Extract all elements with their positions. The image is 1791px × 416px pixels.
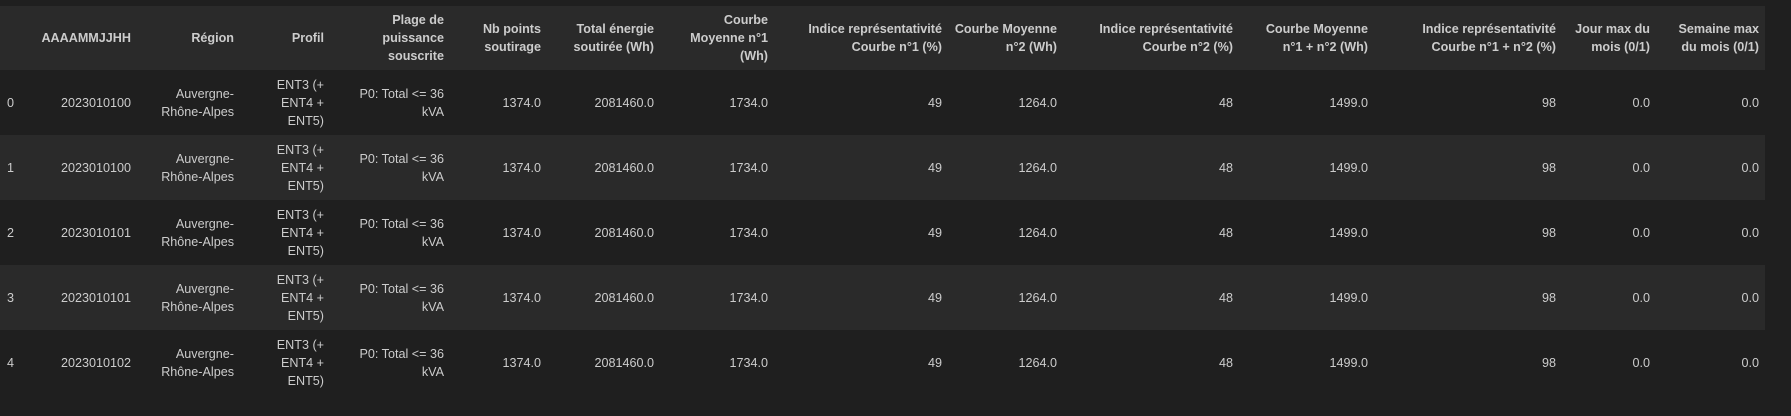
table-cell: 1499.0 bbox=[1329, 355, 1368, 370]
table-cell: 2023010100 bbox=[60, 95, 131, 110]
table-cell: 1374.0 bbox=[502, 95, 541, 110]
table-cell: 1499.0 bbox=[1329, 290, 1368, 305]
table-cell: ENT3 (+ ENT4 + ENT5) bbox=[276, 142, 324, 193]
row-index: 2 bbox=[7, 225, 15, 240]
table-cell: 1264.0 bbox=[1018, 290, 1057, 305]
table-cell: 1374.0 bbox=[502, 160, 541, 175]
dataframe-table: AAAAMMJJHH Région Profil Plage de puissa… bbox=[0, 6, 1765, 395]
column-header-semaine-max: Semaine max du mois (0/1) bbox=[1678, 22, 1759, 54]
table-cell: Auvergne-Rhône-Alpes bbox=[161, 281, 234, 314]
table-cell: ENT3 (+ ENT4 + ENT5) bbox=[276, 272, 324, 323]
table-cell: P0: Total <= 36 kVA bbox=[359, 281, 445, 314]
header-row: AAAAMMJJHH Région Profil Plage de puissa… bbox=[0, 6, 1765, 70]
table-cell: 48 bbox=[1218, 95, 1233, 110]
index-header bbox=[0, 6, 24, 70]
table-cell: 1734.0 bbox=[729, 160, 768, 175]
table-cell: 48 bbox=[1218, 290, 1233, 305]
table-cell: Auvergne-Rhône-Alpes bbox=[161, 151, 234, 184]
table-cell: 1734.0 bbox=[729, 355, 768, 370]
table-cell: 1734.0 bbox=[729, 290, 768, 305]
table-cell: 1734.0 bbox=[729, 95, 768, 110]
column-header-region: Région bbox=[191, 31, 234, 45]
column-header-nb-points: Nb points soutirage bbox=[482, 22, 541, 54]
table-cell: 2081460.0 bbox=[594, 355, 654, 370]
table-cell: 49 bbox=[927, 95, 942, 110]
table-cell: 0.0 bbox=[1741, 290, 1759, 305]
table-cell: 1499.0 bbox=[1329, 225, 1368, 240]
column-header-indice-1: Indice représentativité Courbe n°1 (%) bbox=[808, 22, 942, 54]
table-cell: ENT3 (+ ENT4 + ENT5) bbox=[276, 337, 324, 388]
column-header-plage-puissance: Plage de puissance souscrite bbox=[382, 13, 444, 63]
table-cell: ENT3 (+ ENT4 + ENT5) bbox=[276, 207, 324, 258]
table-cell: 48 bbox=[1218, 225, 1233, 240]
table-body: 0 2023010100 Auvergne-Rhône-Alpes ENT3 (+ E… bbox=[0, 70, 1765, 395]
table-cell: 48 bbox=[1218, 160, 1233, 175]
table-cell: 49 bbox=[927, 290, 942, 305]
column-header-aaaammjjhh: AAAAMMJJHH bbox=[41, 31, 131, 45]
table-row: 1 2023010100 Auvergne-Rhône-Alpes ENT3 (+ E… bbox=[0, 135, 1765, 200]
table-cell: 2081460.0 bbox=[594, 290, 654, 305]
column-header-jour-max: Jour max du mois (0/1) bbox=[1575, 22, 1650, 54]
table-row: 0 2023010100 Auvergne-Rhône-Alpes ENT3 (+ E… bbox=[0, 70, 1765, 135]
table-cell: 0.0 bbox=[1632, 225, 1650, 240]
table-cell: P0: Total <= 36 kVA bbox=[359, 151, 445, 184]
table-cell: 1264.0 bbox=[1018, 160, 1057, 175]
column-header-profil: Profil bbox=[291, 31, 324, 45]
table-row: 2 2023010101 Auvergne-Rhône-Alpes ENT3 (+ E… bbox=[0, 200, 1765, 265]
table-cell: 1499.0 bbox=[1329, 160, 1368, 175]
table-cell: 1734.0 bbox=[729, 225, 768, 240]
row-index: 0 bbox=[7, 95, 15, 110]
table-cell: 2023010101 bbox=[60, 290, 131, 305]
table-cell: 2023010101 bbox=[60, 225, 131, 240]
table-cell: Auvergne-Rhône-Alpes bbox=[161, 346, 234, 379]
row-index: 1 bbox=[7, 160, 15, 175]
table-cell: 1374.0 bbox=[502, 290, 541, 305]
table-cell: 49 bbox=[927, 355, 942, 370]
table-cell: P0: Total <= 36 kVA bbox=[359, 216, 445, 249]
table-cell: 1264.0 bbox=[1018, 95, 1057, 110]
table-cell: 98 bbox=[1541, 355, 1556, 370]
column-header-indice-2: Indice représentativité Courbe n°2 (%) bbox=[1099, 22, 1233, 54]
table-cell: 0.0 bbox=[1741, 160, 1759, 175]
table-cell: 0.0 bbox=[1741, 355, 1759, 370]
table-cell: 1374.0 bbox=[502, 225, 541, 240]
table-cell: 0.0 bbox=[1741, 95, 1759, 110]
table-cell: 2023010102 bbox=[60, 355, 131, 370]
table-cell: 49 bbox=[927, 225, 942, 240]
table-cell: 98 bbox=[1541, 225, 1556, 240]
table-cell: 1264.0 bbox=[1018, 355, 1057, 370]
row-index: 4 bbox=[7, 355, 15, 370]
table-cell: 49 bbox=[927, 160, 942, 175]
table-cell: 2081460.0 bbox=[594, 225, 654, 240]
table-cell: 2081460.0 bbox=[594, 160, 654, 175]
table-row: 3 2023010101 Auvergne-Rhône-Alpes ENT3 (+ E… bbox=[0, 265, 1765, 330]
column-header-courbe-2: Courbe Moyenne n°2 (Wh) bbox=[954, 22, 1057, 54]
column-header-indice-1-2: Indice représentativité Courbe n°1 + n°2… bbox=[1422, 22, 1556, 54]
table-cell: 0.0 bbox=[1632, 160, 1650, 175]
column-header-total-energie: Total énergie soutirée (Wh) bbox=[573, 22, 654, 54]
column-header-courbe-1: Courbe Moyenne n°1 (Wh) bbox=[690, 13, 768, 63]
table-cell: 2081460.0 bbox=[594, 95, 654, 110]
table-cell: 1499.0 bbox=[1329, 95, 1368, 110]
table-cell: 1264.0 bbox=[1018, 225, 1057, 240]
table-cell: 98 bbox=[1541, 95, 1556, 110]
row-index: 3 bbox=[7, 290, 15, 305]
table-row: 4 2023010102 Auvergne-Rhône-Alpes ENT3 (+ E… bbox=[0, 330, 1765, 395]
table-cell: ENT3 (+ ENT4 + ENT5) bbox=[276, 77, 324, 128]
table-cell: P0: Total <= 36 kVA bbox=[359, 346, 445, 379]
table-cell: 2023010100 bbox=[60, 160, 131, 175]
table-cell: 0.0 bbox=[1632, 95, 1650, 110]
table-cell: 0.0 bbox=[1632, 355, 1650, 370]
table-cell: P0: Total <= 36 kVA bbox=[359, 86, 445, 119]
table-cell: 0.0 bbox=[1632, 290, 1650, 305]
table-cell: 98 bbox=[1541, 160, 1556, 175]
table-cell: 0.0 bbox=[1741, 225, 1759, 240]
table-cell: 1374.0 bbox=[502, 355, 541, 370]
column-header-courbe-1-2: Courbe Moyenne n°1 + n°2 (Wh) bbox=[1265, 22, 1368, 54]
table-cell: Auvergne-Rhône-Alpes bbox=[161, 86, 234, 119]
table-cell: Auvergne-Rhône-Alpes bbox=[161, 216, 234, 249]
table-cell: 98 bbox=[1541, 290, 1556, 305]
table-cell: 48 bbox=[1218, 355, 1233, 370]
